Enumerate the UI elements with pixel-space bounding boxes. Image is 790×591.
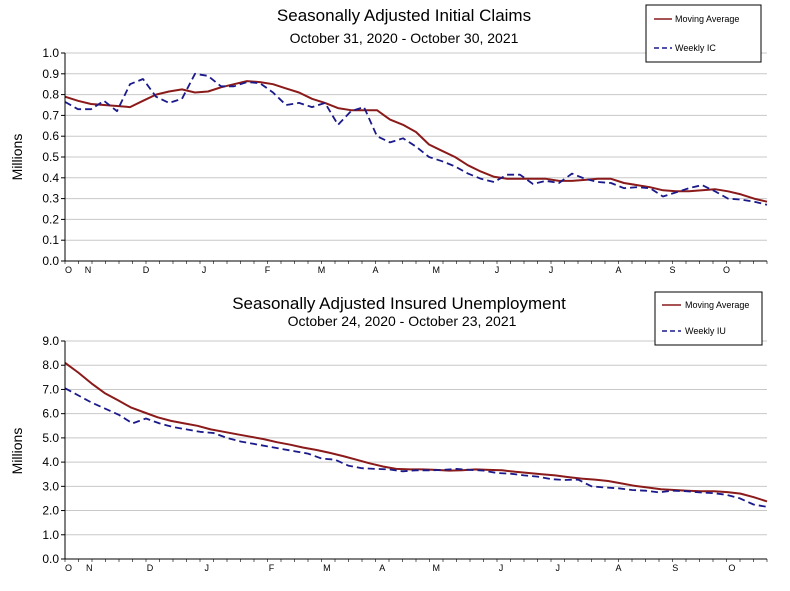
series-line-moving-average xyxy=(64,80,768,203)
series-lines xyxy=(64,361,768,508)
grid-lines xyxy=(65,52,767,262)
y-axis-label: Millions xyxy=(9,134,25,181)
y-tick-label: 3.0 xyxy=(42,479,59,493)
chart-legend: Moving Average Weekly IC xyxy=(645,4,762,63)
y-tick-label: 0.3 xyxy=(42,192,59,206)
x-tick-label: O xyxy=(65,265,72,275)
insured-unemployment-chart: Seasonally Adjusted Insured Unemployment… xyxy=(9,291,768,573)
y-tick-label: 0.8 xyxy=(42,88,59,102)
y-tick-label: 1.0 xyxy=(42,46,59,60)
x-tick-label: D xyxy=(147,563,154,573)
y-axis-label: Millions xyxy=(9,428,25,475)
y-tick-label: 0.0 xyxy=(42,254,59,268)
x-tick-label: J xyxy=(205,563,210,573)
legend-box xyxy=(645,4,762,63)
x-tick-label: M xyxy=(433,265,441,275)
x-tick-label: J xyxy=(495,265,500,275)
x-tick-label: S xyxy=(669,265,675,275)
legend-label-weekly-iu: Weekly IU xyxy=(685,326,726,336)
legend-label-weekly-ic: Weekly IC xyxy=(675,43,716,53)
chart-title: Seasonally Adjusted Insured Unemployment xyxy=(232,294,566,313)
x-tick-label: O xyxy=(728,563,735,573)
x-tick-label: M xyxy=(433,563,441,573)
x-tick-label: M xyxy=(323,563,331,573)
chart-subtitle: October 24, 2020 - October 23, 2021 xyxy=(288,313,517,329)
initial-claims-chart: Seasonally Adjusted Initial Claims Octob… xyxy=(9,4,768,275)
y-tick-label: 6.0 xyxy=(42,407,59,421)
y-tick-label: 0.0 xyxy=(42,552,59,566)
series-lines xyxy=(64,72,768,206)
y-tick-label: 1.0 xyxy=(42,528,59,542)
series-line-weekly-iu xyxy=(64,387,768,508)
x-tick-label: N xyxy=(86,563,93,573)
x-tick-label: J xyxy=(499,563,504,573)
x-tick-label: O xyxy=(723,265,730,275)
x-tick-label: O xyxy=(65,563,72,573)
y-tick-labels: 0.0 0.1 0.2 0.3 0.4 0.5 0.6 0.7 0.8 0.9 1.0 xyxy=(42,46,65,268)
x-tick-label: D xyxy=(143,265,150,275)
y-tick-label: 7.0 xyxy=(42,382,59,396)
chart-subtitle: October 31, 2020 - October 30, 2021 xyxy=(290,30,519,46)
x-tick-label: A xyxy=(379,563,385,573)
legend-label-moving-average: Moving Average xyxy=(675,14,739,24)
grid-lines xyxy=(65,340,767,560)
x-tick-label: J xyxy=(202,265,207,275)
y-tick-label: 0.1 xyxy=(42,233,59,247)
x-tick-label: S xyxy=(672,563,678,573)
x-tick-label: M xyxy=(318,265,326,275)
x-tick-label: A xyxy=(615,265,621,275)
chart-title: Seasonally Adjusted Initial Claims xyxy=(277,6,531,25)
y-tick-label: 5.0 xyxy=(42,431,59,445)
y-tick-label: 0.4 xyxy=(42,171,59,185)
x-tick-label: F xyxy=(265,265,271,275)
series-line-moving-average xyxy=(64,361,768,503)
y-tick-label: 8.0 xyxy=(42,358,59,372)
x-tick-label: J xyxy=(556,563,561,573)
y-tick-label: 0.9 xyxy=(42,67,59,81)
series-line-weekly-ic xyxy=(64,72,768,206)
y-tick-label: 0.5 xyxy=(42,150,59,164)
y-tick-label: 4.0 xyxy=(42,455,59,469)
x-tick-label: N xyxy=(85,265,92,275)
legend-box xyxy=(654,291,763,346)
legend-label-moving-average: Moving Average xyxy=(685,300,749,310)
y-tick-label: 0.6 xyxy=(42,129,59,143)
y-tick-label: 0.2 xyxy=(42,212,59,226)
y-tick-label: 0.7 xyxy=(42,108,59,122)
y-tick-label: 2.0 xyxy=(42,504,59,518)
y-tick-label: 9.0 xyxy=(42,334,59,348)
y-tick-labels: 0.0 1.0 2.0 3.0 4.0 5.0 6.0 7.0 8.0 9.0 xyxy=(42,334,65,566)
x-tick-label: A xyxy=(615,563,621,573)
x-tick-label: F xyxy=(269,563,275,573)
x-tick-label: A xyxy=(372,265,378,275)
chart-legend: Moving Average Weekly IU xyxy=(654,291,763,346)
x-tick-label: J xyxy=(549,265,554,275)
